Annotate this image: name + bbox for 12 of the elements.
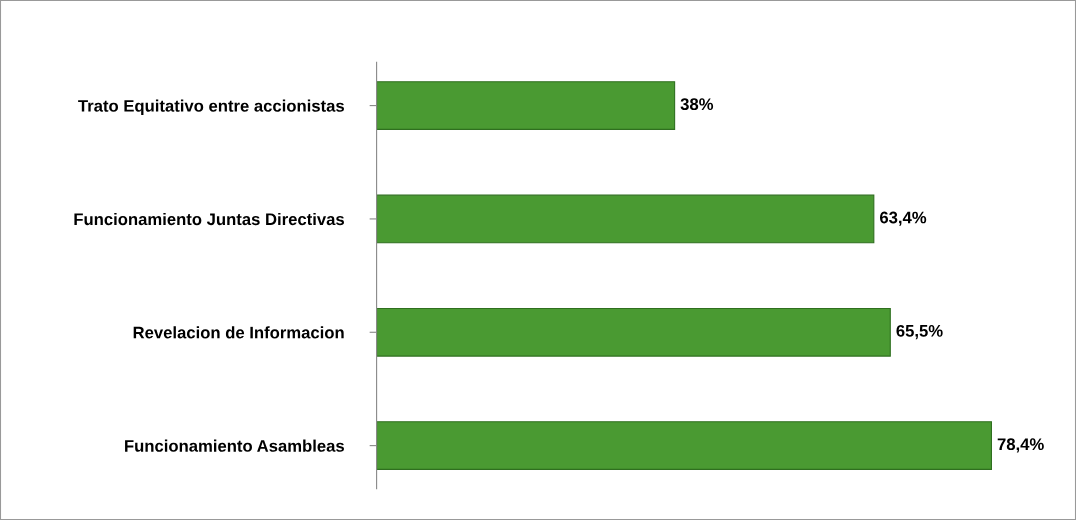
bar bbox=[376, 307, 891, 357]
bar bbox=[376, 421, 993, 470]
data-label: 63,4% bbox=[879, 211, 927, 226]
bar bbox=[376, 194, 875, 244]
data-label: 38% bbox=[680, 98, 714, 111]
data-label: 78,4% bbox=[997, 438, 1044, 453]
y-tick-label: Revelacion de Informacion bbox=[133, 326, 344, 339]
bar bbox=[376, 81, 676, 130]
y-tick-label: Trato Equitativo entre accionistas bbox=[78, 99, 344, 116]
y-tick-label: Funcionamiento Asambleas bbox=[125, 439, 344, 452]
data-label: 65,5% bbox=[896, 324, 943, 340]
y-tick-label: Funcionamiento Juntas Directivas bbox=[74, 212, 344, 226]
